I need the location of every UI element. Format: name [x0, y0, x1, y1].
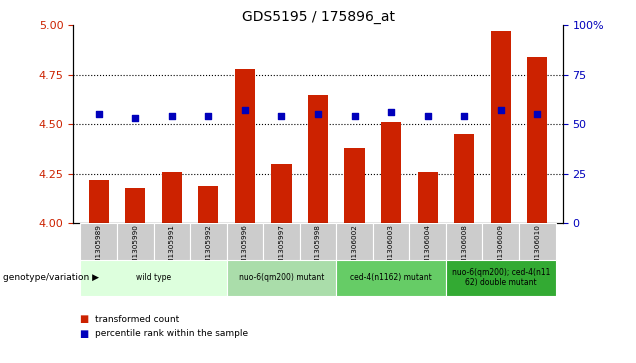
- Bar: [519, 223, 556, 260]
- Bar: [226, 223, 263, 260]
- Bar: [198, 185, 218, 223]
- Point: [495, 107, 506, 113]
- Bar: [418, 172, 438, 223]
- Text: wild type: wild type: [136, 273, 171, 282]
- Bar: [483, 223, 519, 260]
- Bar: [345, 148, 364, 223]
- Text: GSM1306003: GSM1306003: [388, 224, 394, 273]
- Text: nuo-6(qm200) mutant: nuo-6(qm200) mutant: [238, 273, 324, 282]
- Point: [277, 114, 287, 119]
- Bar: [88, 180, 109, 223]
- Point: [240, 107, 250, 113]
- Point: [532, 111, 543, 117]
- Bar: [454, 134, 474, 223]
- Bar: [446, 260, 556, 296]
- Text: ced-4(n1162) mutant: ced-4(n1162) mutant: [350, 273, 432, 282]
- Text: GSM1305989: GSM1305989: [96, 224, 102, 273]
- Bar: [80, 260, 226, 296]
- Text: GSM1306009: GSM1306009: [498, 224, 504, 273]
- Bar: [272, 164, 291, 223]
- Text: GSM1305992: GSM1305992: [205, 224, 211, 273]
- Text: ■: ■: [80, 314, 89, 325]
- Title: GDS5195 / 175896_at: GDS5195 / 175896_at: [242, 11, 394, 24]
- Point: [459, 114, 469, 119]
- Bar: [226, 260, 336, 296]
- Bar: [527, 57, 548, 223]
- Bar: [336, 260, 446, 296]
- Text: GSM1305998: GSM1305998: [315, 224, 321, 273]
- Bar: [410, 223, 446, 260]
- Point: [349, 114, 359, 119]
- Bar: [373, 223, 410, 260]
- Text: GSM1305996: GSM1305996: [242, 224, 248, 273]
- Text: ■: ■: [80, 329, 89, 339]
- Bar: [162, 172, 182, 223]
- Text: GSM1306010: GSM1306010: [534, 224, 540, 273]
- Bar: [153, 223, 190, 260]
- Bar: [381, 122, 401, 223]
- Text: genotype/variation ▶: genotype/variation ▶: [3, 273, 99, 282]
- Text: transformed count: transformed count: [95, 315, 179, 324]
- Text: GSM1306008: GSM1306008: [461, 224, 467, 273]
- Point: [167, 114, 177, 119]
- Text: GSM1306002: GSM1306002: [352, 224, 357, 273]
- Point: [130, 115, 141, 121]
- Bar: [117, 223, 153, 260]
- Bar: [80, 223, 117, 260]
- Text: GSM1305991: GSM1305991: [169, 224, 175, 273]
- Point: [313, 111, 323, 117]
- Point: [422, 114, 432, 119]
- Bar: [125, 188, 145, 223]
- Bar: [491, 31, 511, 223]
- Bar: [308, 95, 328, 223]
- Text: percentile rank within the sample: percentile rank within the sample: [95, 330, 249, 338]
- Text: nuo-6(qm200); ced-4(n11
62) double mutant: nuo-6(qm200); ced-4(n11 62) double mutan…: [452, 268, 550, 287]
- Bar: [235, 69, 255, 223]
- Point: [93, 111, 104, 117]
- Bar: [446, 223, 483, 260]
- Point: [204, 114, 214, 119]
- Bar: [190, 223, 226, 260]
- Text: GSM1305997: GSM1305997: [279, 224, 284, 273]
- Point: [386, 110, 396, 115]
- Text: GSM1306004: GSM1306004: [425, 224, 431, 273]
- Bar: [263, 223, 300, 260]
- Text: GSM1305990: GSM1305990: [132, 224, 138, 273]
- Bar: [300, 223, 336, 260]
- Bar: [336, 223, 373, 260]
